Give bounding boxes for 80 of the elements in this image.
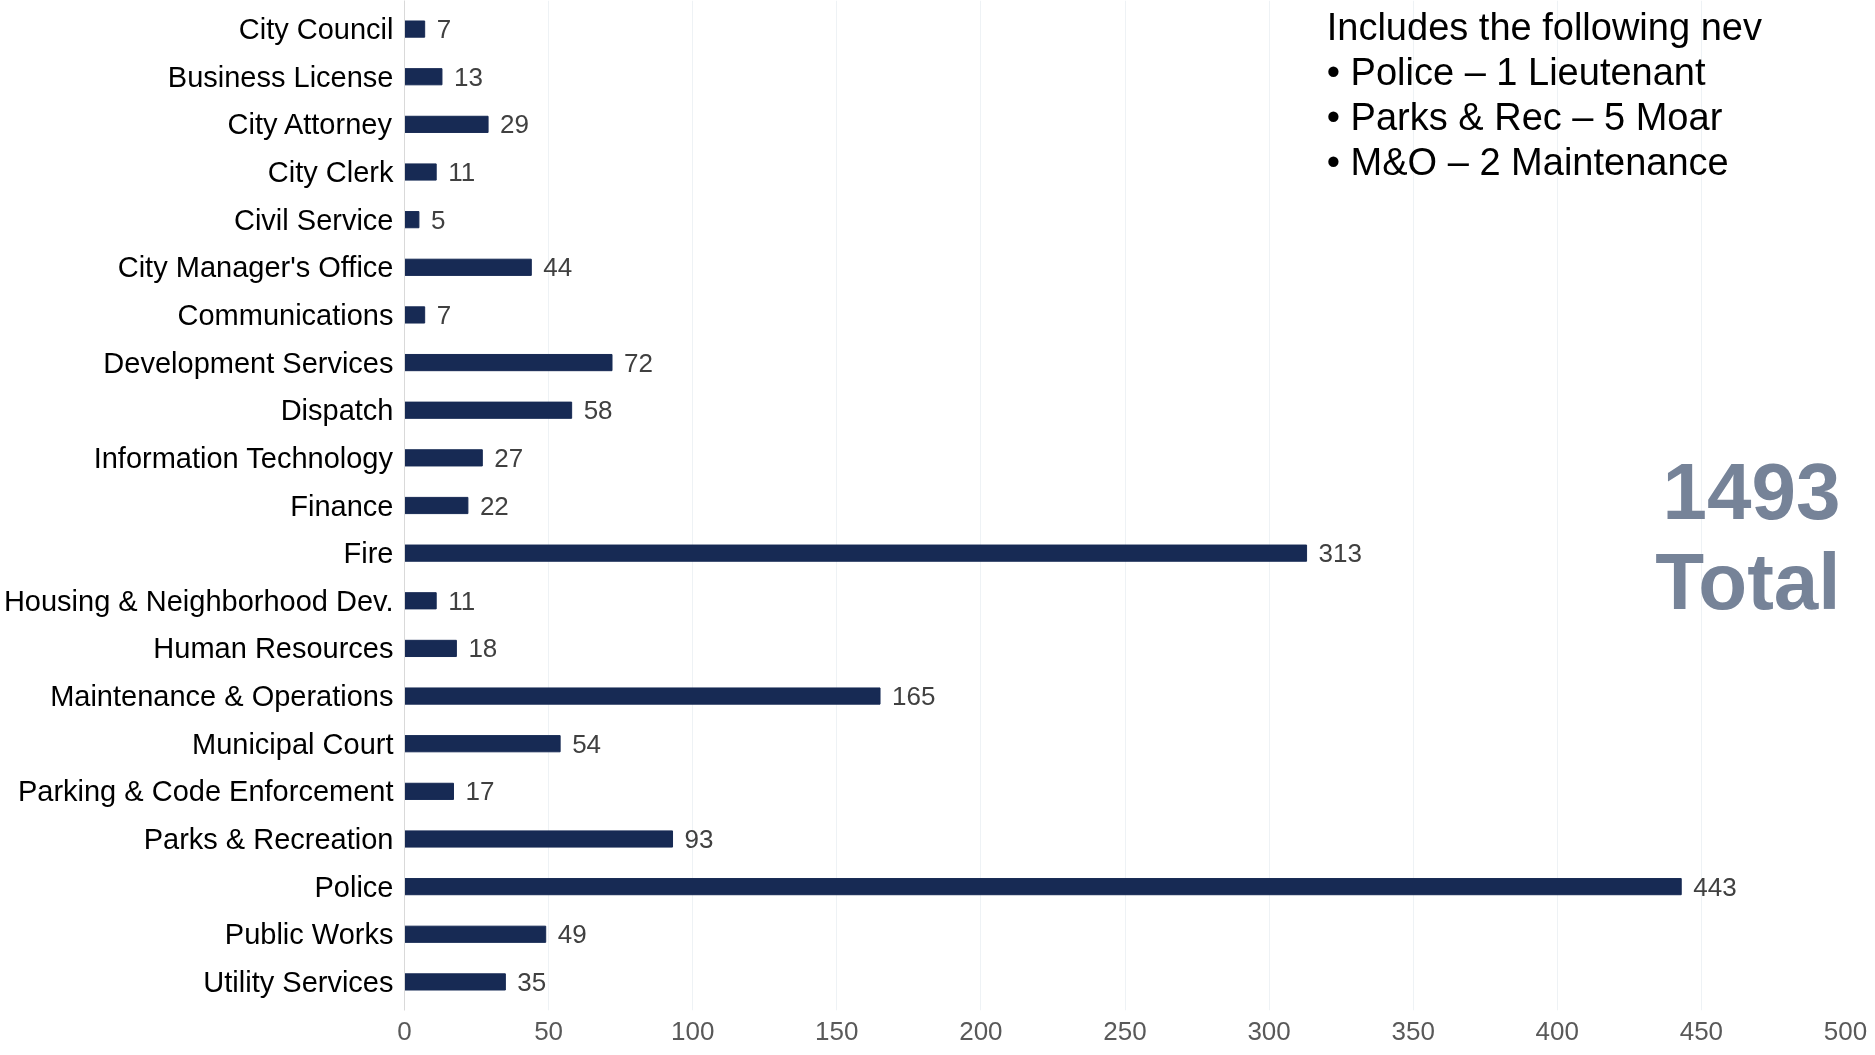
data-label: 54 xyxy=(572,728,602,759)
y-tick-label: Human Resources xyxy=(153,632,394,665)
bar xyxy=(404,68,443,86)
data-label: 29 xyxy=(500,109,529,140)
annotation: Total xyxy=(1655,537,1841,627)
x-tick-label: 200 xyxy=(959,1015,1003,1046)
data-label: 22 xyxy=(479,490,509,521)
y-tick-label: Parks & Recreation xyxy=(143,822,394,855)
bar xyxy=(404,592,437,610)
bar xyxy=(404,639,457,658)
bar xyxy=(404,306,426,324)
y-tick-label: Housing & Neighborhood Dev. xyxy=(3,584,394,617)
x-tick-label: 300 xyxy=(1247,1015,1291,1046)
data-label: 7 xyxy=(436,14,452,45)
y-tick-label: Utility Services xyxy=(203,965,394,998)
bar xyxy=(404,353,613,372)
bar xyxy=(404,163,437,181)
bar xyxy=(404,735,561,753)
y-tick-label: Communications xyxy=(177,298,394,331)
annotation: • Parks & Rec – 5 Moar xyxy=(1326,96,1723,139)
data-label: 313 xyxy=(1318,538,1362,569)
data-label: 165 xyxy=(892,681,936,712)
x-tick-label: 250 xyxy=(1103,1015,1147,1046)
bar xyxy=(404,211,420,229)
bar xyxy=(404,20,426,38)
annotation: • Police – 1 Lieutenant xyxy=(1326,50,1706,93)
y-tick-label: City Attorney xyxy=(227,108,393,141)
data-label: 17 xyxy=(465,776,495,807)
x-tick-label: 450 xyxy=(1679,1015,1724,1046)
x-tick-label: 100 xyxy=(671,1015,715,1046)
y-tick-label: Information Technology xyxy=(93,441,394,474)
data-label: 35 xyxy=(517,966,547,997)
bar xyxy=(404,830,674,848)
data-label: 11 xyxy=(448,585,476,616)
y-tick-label: Fire xyxy=(343,537,394,570)
bar xyxy=(404,687,881,705)
data-label: 13 xyxy=(453,61,483,92)
annotation: • M&O – 2 Maintenance xyxy=(1326,141,1729,184)
data-label: 58 xyxy=(583,395,613,426)
bar xyxy=(404,258,532,276)
annotation: 1493 xyxy=(1662,446,1841,536)
bar xyxy=(404,878,1682,896)
bar xyxy=(404,544,1308,562)
y-tick-label: Parking & Code Enforcement xyxy=(17,775,394,808)
y-tick-label: Maintenance & Operations xyxy=(50,680,394,713)
x-tick-label: 400 xyxy=(1535,1015,1579,1046)
x-tick-label: 500 xyxy=(1823,1015,1868,1046)
y-tick-label: City Manager's Office xyxy=(117,251,394,284)
data-label: 44 xyxy=(543,252,573,283)
x-tick-label: 0 xyxy=(397,1015,412,1046)
bar xyxy=(404,115,489,133)
x-tick-label: 50 xyxy=(534,1015,564,1046)
data-label: 5 xyxy=(430,204,446,235)
data-label: 49 xyxy=(557,919,587,950)
y-tick-label: Civil Service xyxy=(233,203,394,236)
annotation: Includes the following nev xyxy=(1326,5,1762,48)
y-tick-label: Business License xyxy=(167,60,394,93)
bar xyxy=(404,782,454,800)
data-label: 72 xyxy=(624,347,653,378)
bar xyxy=(404,973,506,991)
y-tick-label: Police xyxy=(314,870,394,903)
data-label: 93 xyxy=(684,823,714,854)
bar xyxy=(404,496,469,515)
bar xyxy=(404,401,573,419)
x-tick-label: 150 xyxy=(815,1015,859,1046)
data-label: 27 xyxy=(494,442,524,473)
y-tick-label: City Council xyxy=(238,13,394,46)
bar xyxy=(404,449,483,467)
data-label: 7 xyxy=(436,299,452,330)
y-tick-label: City Clerk xyxy=(267,156,394,189)
data-label: 443 xyxy=(1693,871,1737,902)
data-label: 18 xyxy=(468,633,498,664)
data-label: 11 xyxy=(448,157,476,188)
x-tick-label: 350 xyxy=(1391,1015,1435,1046)
y-tick-label: Municipal Court xyxy=(192,727,394,760)
y-tick-label: Development Services xyxy=(103,346,394,379)
bar xyxy=(404,925,547,943)
y-tick-label: Finance xyxy=(290,489,394,522)
y-tick-label: Public Works xyxy=(224,918,394,951)
y-tick-label: Dispatch xyxy=(280,394,394,427)
